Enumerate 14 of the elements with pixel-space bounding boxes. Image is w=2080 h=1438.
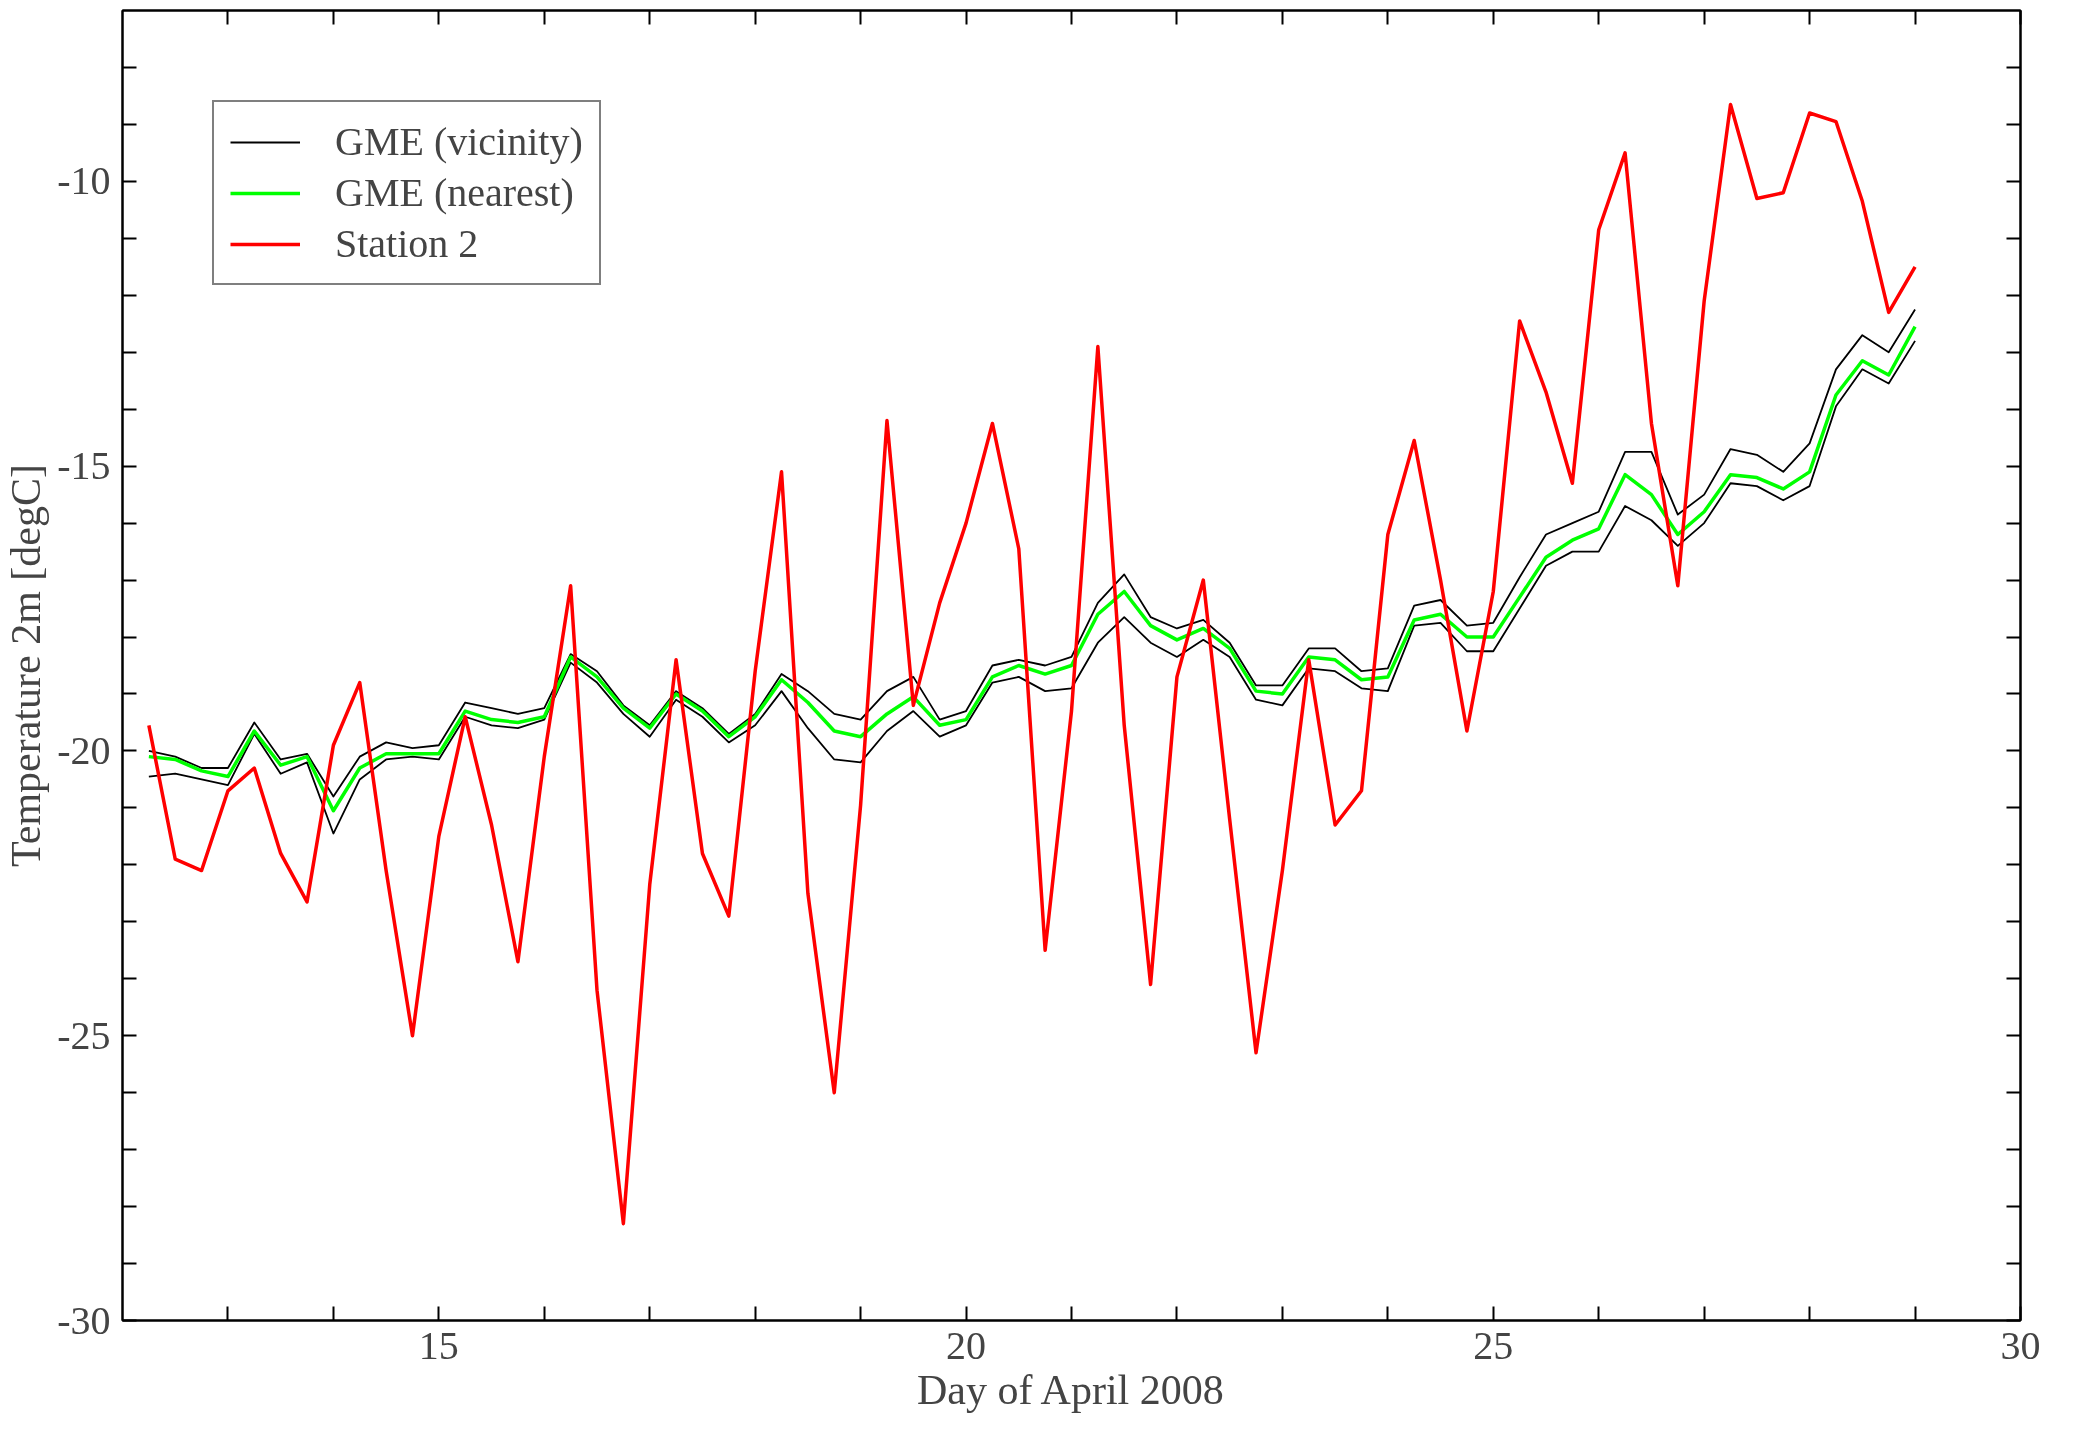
y-tick-label: -25 (57, 1012, 111, 1058)
x-tick-label: 30 (2000, 1322, 2041, 1368)
y-tick-label: -30 (57, 1297, 111, 1343)
x-tick-label: 25 (1473, 1322, 1514, 1368)
x-tick-label: 20 (946, 1322, 987, 1368)
y-axis-title: Temperature 2m [degC] (3, 464, 50, 867)
legend-label: GME (nearest) (335, 169, 574, 216)
x-axis-title: Day of April 2008 (916, 1366, 1224, 1413)
legend-label: GME (vicinity) (335, 118, 583, 165)
legend-label: Station 2 (335, 220, 479, 267)
y-tick-label: -20 (57, 727, 111, 773)
y-tick-label: -15 (57, 443, 111, 489)
x-tick-label: 15 (418, 1322, 459, 1368)
y-tick-label: -10 (57, 158, 111, 204)
